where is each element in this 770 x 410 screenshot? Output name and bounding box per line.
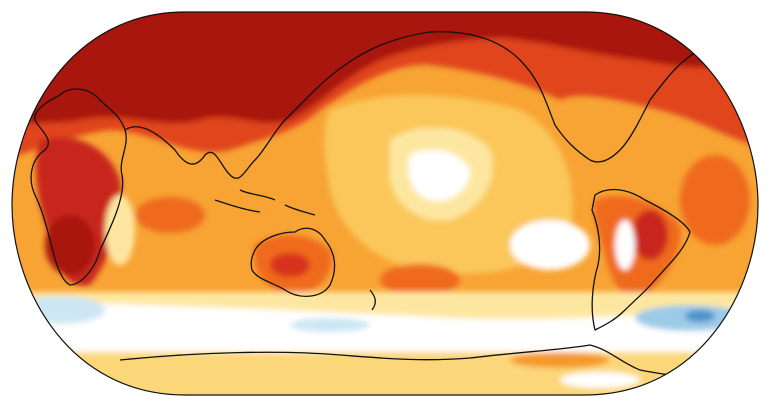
coastline-europe-africa <box>30 88 127 286</box>
warm-region <box>380 264 460 296</box>
cool-region <box>15 296 105 324</box>
neutral-region <box>560 372 640 388</box>
cold-region <box>685 310 715 322</box>
neutral-region <box>408 150 470 201</box>
coastline-australia <box>250 227 336 297</box>
coastlines <box>30 31 758 383</box>
coastline-south-america <box>591 188 691 331</box>
hot-region <box>270 253 310 277</box>
coastline-new-zealand <box>369 289 376 311</box>
neutral-region <box>615 220 635 270</box>
warm-region <box>135 197 205 233</box>
map-frame <box>11 11 759 396</box>
coastline-indonesia <box>214 189 316 216</box>
mild-region <box>105 195 135 265</box>
warm-region <box>510 352 610 368</box>
coastline-asia <box>124 31 431 179</box>
hot-region <box>110 60 250 120</box>
neutral-region <box>510 220 590 270</box>
neutral-region <box>12 300 758 355</box>
warm-region <box>680 155 750 245</box>
coastline-antarctica <box>119 344 758 383</box>
hot-region <box>45 215 95 275</box>
hot-region <box>632 210 668 260</box>
cool-region <box>290 318 370 332</box>
mild-region <box>12 352 758 395</box>
coastline-north-america <box>429 31 746 163</box>
